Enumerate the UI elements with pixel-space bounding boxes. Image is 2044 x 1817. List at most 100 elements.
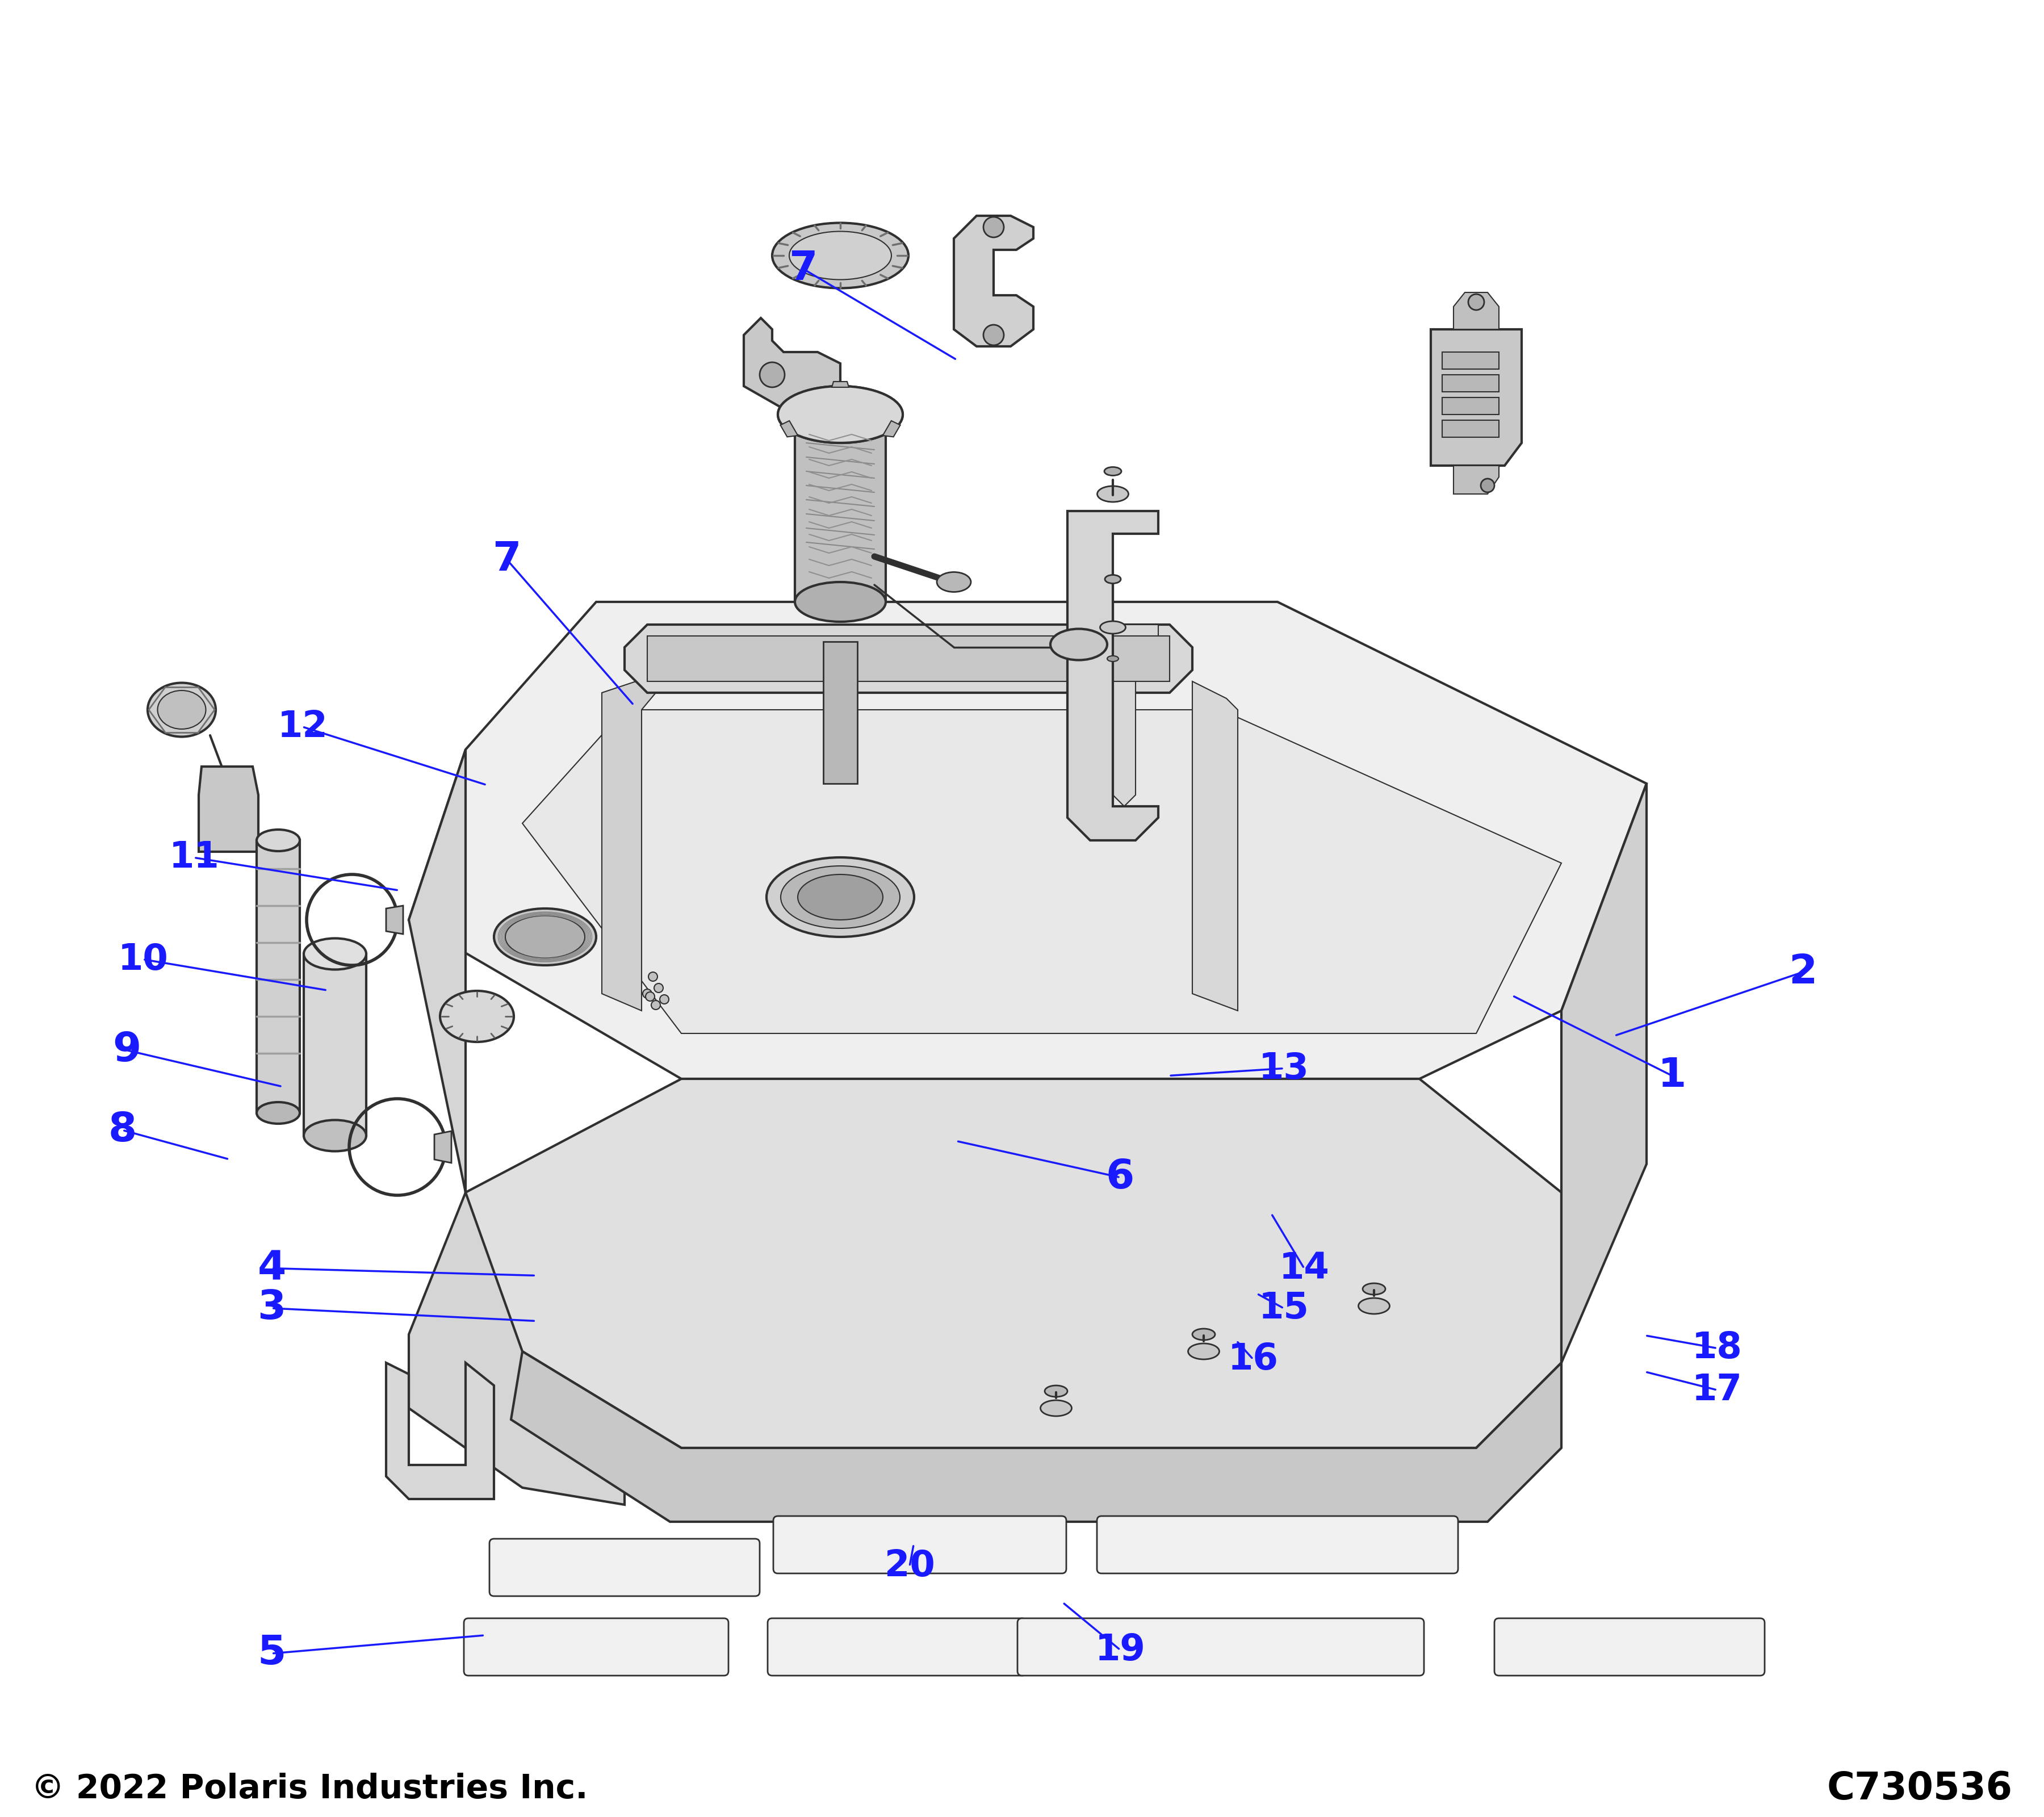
Ellipse shape — [1192, 1328, 1214, 1341]
Ellipse shape — [936, 572, 971, 592]
Polygon shape — [433, 1130, 452, 1163]
Polygon shape — [648, 636, 1169, 681]
Polygon shape — [1431, 329, 1521, 465]
FancyBboxPatch shape — [773, 1515, 1067, 1574]
Text: 4: 4 — [258, 1248, 286, 1288]
Polygon shape — [601, 681, 656, 1010]
Ellipse shape — [1188, 1343, 1220, 1359]
Text: 15: 15 — [1259, 1290, 1308, 1326]
Polygon shape — [258, 839, 300, 1112]
Ellipse shape — [157, 690, 206, 729]
FancyBboxPatch shape — [1098, 1515, 1457, 1574]
Ellipse shape — [1100, 621, 1126, 634]
Ellipse shape — [1108, 656, 1118, 661]
Text: 19: 19 — [1096, 1632, 1145, 1668]
Text: 8: 8 — [108, 1110, 137, 1150]
Circle shape — [660, 996, 668, 1003]
Polygon shape — [409, 601, 1647, 1079]
Ellipse shape — [1051, 629, 1108, 660]
Polygon shape — [1089, 625, 1159, 807]
Text: 20: 20 — [885, 1548, 934, 1584]
Text: © 2022 Polaris Industries Inc.: © 2022 Polaris Industries Inc. — [31, 1772, 589, 1804]
Polygon shape — [466, 1079, 1562, 1448]
Text: 18: 18 — [1692, 1330, 1741, 1366]
Polygon shape — [198, 767, 258, 852]
Circle shape — [642, 988, 652, 998]
FancyBboxPatch shape — [1494, 1619, 1764, 1675]
FancyBboxPatch shape — [489, 1539, 760, 1595]
Polygon shape — [1067, 511, 1159, 839]
Text: C730536: C730536 — [1827, 1770, 2013, 1808]
Text: 1: 1 — [1658, 1056, 1686, 1096]
Polygon shape — [625, 625, 1192, 692]
Polygon shape — [955, 216, 1034, 347]
Circle shape — [648, 972, 658, 981]
Text: 12: 12 — [278, 709, 327, 745]
Polygon shape — [832, 382, 848, 387]
Ellipse shape — [789, 231, 891, 280]
Ellipse shape — [505, 916, 585, 958]
Polygon shape — [883, 422, 899, 436]
Polygon shape — [386, 1363, 495, 1499]
Ellipse shape — [305, 938, 366, 970]
Text: 11: 11 — [170, 839, 219, 876]
Polygon shape — [1443, 398, 1498, 414]
Ellipse shape — [797, 874, 883, 919]
Circle shape — [983, 325, 1004, 345]
Ellipse shape — [779, 387, 903, 443]
Ellipse shape — [781, 867, 899, 928]
Ellipse shape — [773, 223, 908, 289]
Text: 9: 9 — [112, 1030, 141, 1070]
Text: 17: 17 — [1692, 1372, 1741, 1408]
Text: 7: 7 — [789, 249, 818, 289]
Circle shape — [646, 992, 654, 1001]
Text: 2: 2 — [1789, 952, 1817, 992]
Text: 3: 3 — [258, 1288, 286, 1328]
Ellipse shape — [439, 990, 513, 1041]
Polygon shape — [1562, 783, 1647, 1363]
Text: 7: 7 — [493, 540, 521, 580]
Ellipse shape — [258, 1103, 300, 1123]
Polygon shape — [795, 431, 885, 601]
Polygon shape — [1453, 293, 1498, 329]
Ellipse shape — [1040, 1401, 1071, 1415]
Polygon shape — [781, 422, 797, 436]
Ellipse shape — [147, 683, 217, 736]
Ellipse shape — [795, 581, 885, 621]
Ellipse shape — [495, 909, 597, 965]
Ellipse shape — [1359, 1297, 1390, 1314]
Circle shape — [1468, 294, 1484, 311]
Ellipse shape — [1104, 467, 1122, 476]
Text: 16: 16 — [1228, 1341, 1278, 1377]
FancyBboxPatch shape — [1018, 1619, 1425, 1675]
Ellipse shape — [767, 858, 914, 938]
Polygon shape — [523, 710, 1562, 1034]
Ellipse shape — [1098, 485, 1128, 501]
Circle shape — [654, 983, 662, 992]
Polygon shape — [1443, 420, 1498, 438]
Ellipse shape — [258, 830, 300, 850]
Text: 6: 6 — [1106, 1157, 1134, 1197]
Text: 14: 14 — [1280, 1250, 1329, 1286]
Ellipse shape — [1106, 574, 1120, 583]
Polygon shape — [1443, 374, 1498, 392]
Ellipse shape — [1363, 1283, 1386, 1294]
Ellipse shape — [305, 1119, 366, 1152]
Polygon shape — [409, 749, 625, 1504]
Polygon shape — [511, 1352, 1562, 1523]
FancyBboxPatch shape — [464, 1619, 728, 1675]
Ellipse shape — [1044, 1385, 1067, 1397]
Circle shape — [652, 1001, 660, 1010]
Circle shape — [983, 216, 1004, 238]
Text: 10: 10 — [119, 941, 168, 978]
Polygon shape — [386, 905, 403, 934]
Ellipse shape — [779, 387, 903, 443]
Text: 13: 13 — [1259, 1050, 1308, 1087]
Circle shape — [760, 362, 785, 387]
Circle shape — [1480, 478, 1494, 492]
Polygon shape — [744, 318, 840, 409]
Polygon shape — [305, 954, 366, 1136]
Polygon shape — [1443, 352, 1498, 369]
Polygon shape — [1453, 465, 1498, 494]
Polygon shape — [824, 641, 856, 783]
